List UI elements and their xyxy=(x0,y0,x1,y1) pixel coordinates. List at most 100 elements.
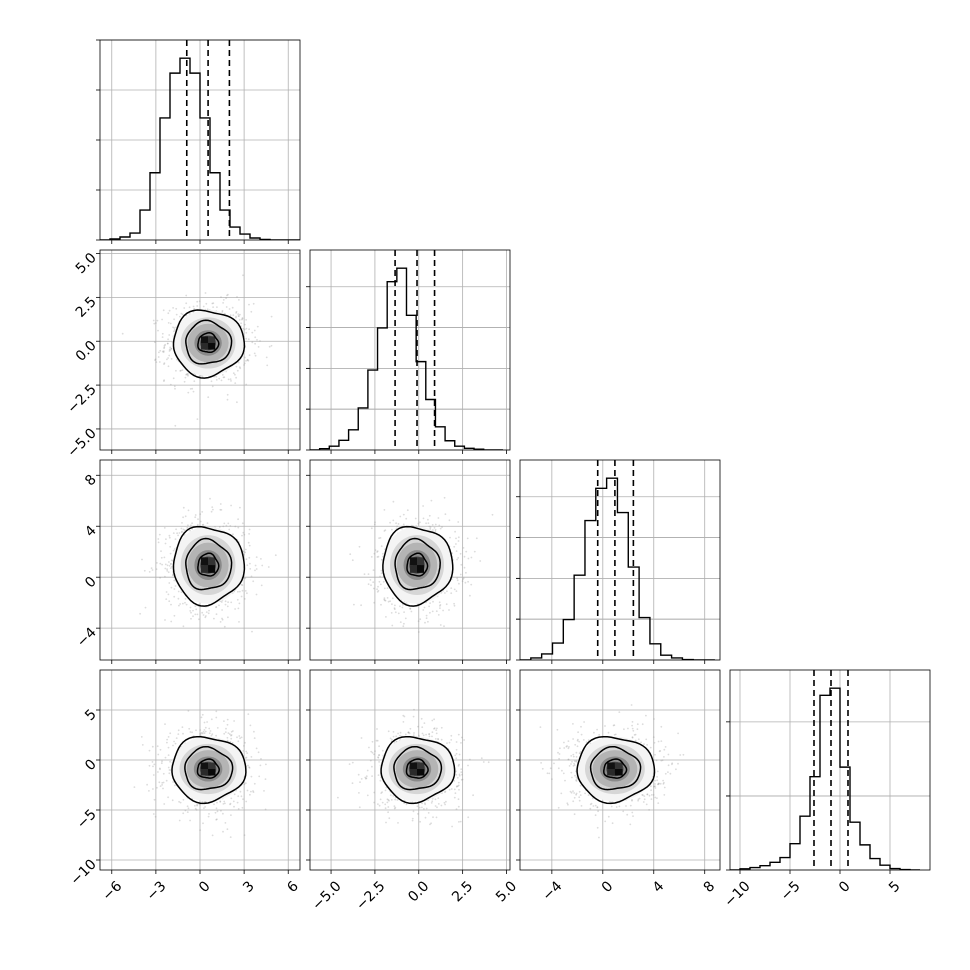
scatter-point xyxy=(194,516,197,519)
scatter-point xyxy=(386,801,389,804)
scatter-point xyxy=(456,577,458,580)
density-block xyxy=(200,342,209,350)
scatter-point xyxy=(182,602,184,605)
scatter-point xyxy=(360,604,362,607)
scatter-point xyxy=(229,740,232,743)
scatter-point xyxy=(407,731,410,734)
scatter-point xyxy=(168,772,171,775)
scatter-point xyxy=(436,806,438,809)
scatter-point xyxy=(223,720,225,722)
density-block xyxy=(417,769,425,776)
scatter-point xyxy=(243,533,246,536)
scatter-point xyxy=(455,748,458,751)
scatter-point xyxy=(244,577,247,580)
scatter-point xyxy=(242,274,244,277)
scatter-point xyxy=(180,591,183,594)
scatter-point xyxy=(170,563,173,565)
scatter-point xyxy=(432,816,434,819)
scatter-point xyxy=(223,732,226,735)
scatter-point xyxy=(422,609,425,611)
density-block xyxy=(410,565,418,573)
scatter-point xyxy=(246,359,249,361)
scatter-point xyxy=(168,334,171,336)
scatter-point xyxy=(201,611,204,614)
scatter-point xyxy=(265,356,268,359)
scatter-point xyxy=(376,588,378,591)
scatter-point xyxy=(167,736,170,738)
scatter-point xyxy=(402,513,405,516)
scatter-point xyxy=(201,375,204,378)
scatter-point xyxy=(453,796,456,799)
scatter-point xyxy=(248,533,251,535)
scatter-point xyxy=(158,351,160,354)
scatter-point xyxy=(431,735,433,738)
scatter-point xyxy=(434,798,437,801)
scatter-point xyxy=(587,739,590,742)
scatter-point xyxy=(445,800,447,803)
scatter-point xyxy=(455,770,457,773)
scatter-point xyxy=(170,620,173,623)
scatter-point xyxy=(440,804,443,807)
scatter-point xyxy=(170,586,173,589)
density-block xyxy=(417,557,425,566)
scatter-point xyxy=(224,603,227,606)
scatter-point xyxy=(393,807,396,810)
scatter-point xyxy=(236,801,239,804)
scatter-point xyxy=(182,732,184,735)
scatter-point xyxy=(201,732,204,735)
scatter-point xyxy=(402,714,405,717)
scatter-point xyxy=(238,602,241,605)
scatter-point xyxy=(226,828,229,831)
scatter-point xyxy=(180,531,183,534)
scatter-point xyxy=(229,802,232,805)
scatter-point xyxy=(146,783,149,786)
scatter-point xyxy=(225,297,228,299)
scatter-point xyxy=(384,529,387,531)
scatter-point xyxy=(383,587,386,590)
scatter-point xyxy=(170,559,173,562)
scatter-point xyxy=(228,308,231,310)
scatter-point xyxy=(249,568,252,570)
scatter-point xyxy=(244,757,247,759)
scatter-point xyxy=(443,496,446,499)
scatter-point xyxy=(407,731,410,734)
density-contour xyxy=(172,525,246,607)
scatter-point xyxy=(168,565,171,567)
scatter-point xyxy=(372,569,375,571)
scatter-point xyxy=(230,380,232,382)
scatter-point xyxy=(414,517,417,520)
y-tick-label: 2.5 xyxy=(73,294,100,321)
scatter-point xyxy=(206,308,209,311)
scatter-point xyxy=(234,382,237,384)
scatter-point xyxy=(384,789,387,792)
x-tick-label: 6 xyxy=(284,878,302,896)
scatter-point xyxy=(470,583,473,586)
scatter-point xyxy=(479,560,482,562)
scatter-point xyxy=(664,746,667,748)
scatter-point xyxy=(239,790,242,793)
scatter-point xyxy=(221,311,224,313)
density-contour xyxy=(185,537,233,591)
scatter-point xyxy=(240,322,243,325)
scatter-point xyxy=(246,592,248,595)
scatter-point xyxy=(425,617,428,620)
scatter-point xyxy=(458,753,461,756)
scatter-point xyxy=(204,292,207,294)
scatter-point xyxy=(448,609,450,611)
scatter-point xyxy=(422,505,424,507)
scatter-point xyxy=(460,742,462,744)
scatter-point xyxy=(658,782,660,785)
scatter-point xyxy=(186,373,189,376)
scatter-point xyxy=(210,734,213,737)
scatter-point xyxy=(166,738,169,741)
scatter-point xyxy=(245,337,248,340)
scatter-point xyxy=(161,332,164,335)
scatter-point xyxy=(211,385,214,388)
scatter-point xyxy=(173,385,176,388)
x-tick-label: −3 xyxy=(144,878,170,904)
scatter-point xyxy=(172,573,174,576)
scatter-point xyxy=(230,601,233,604)
scatter-point xyxy=(408,732,411,735)
scatter-point xyxy=(458,763,460,766)
scatter-point xyxy=(166,564,169,567)
